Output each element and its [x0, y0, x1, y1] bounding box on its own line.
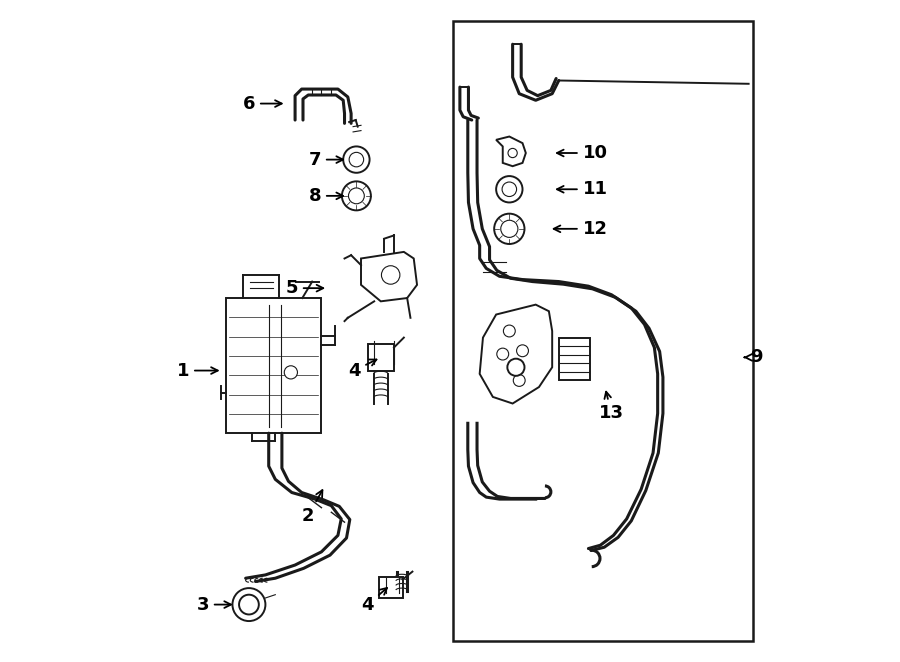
Circle shape	[517, 345, 528, 357]
Text: 4: 4	[361, 588, 387, 614]
Circle shape	[232, 588, 266, 621]
Circle shape	[382, 265, 400, 284]
Bar	[559, 338, 590, 381]
Circle shape	[500, 220, 518, 238]
Circle shape	[284, 366, 298, 379]
Text: 6: 6	[243, 95, 282, 113]
Circle shape	[343, 146, 370, 173]
Text: 1: 1	[176, 361, 218, 379]
Text: 10: 10	[557, 144, 608, 162]
Bar	[226, 298, 321, 433]
Text: 9: 9	[744, 348, 763, 366]
Polygon shape	[496, 136, 526, 166]
Circle shape	[508, 148, 518, 158]
Polygon shape	[480, 305, 553, 404]
Text: 2: 2	[302, 490, 322, 524]
Circle shape	[239, 594, 259, 614]
Text: 5: 5	[285, 279, 323, 297]
Circle shape	[348, 188, 364, 204]
Circle shape	[508, 359, 525, 376]
Text: 3: 3	[196, 596, 231, 614]
Text: 11: 11	[557, 180, 608, 198]
Bar	[367, 344, 394, 371]
Bar	[380, 577, 402, 598]
Circle shape	[494, 214, 525, 244]
Polygon shape	[361, 252, 417, 301]
Text: 8: 8	[309, 187, 343, 205]
Circle shape	[496, 176, 523, 203]
Text: 4: 4	[348, 359, 376, 379]
Circle shape	[497, 348, 508, 360]
Bar	[454, 21, 753, 641]
Text: 13: 13	[599, 392, 624, 422]
Text: 7: 7	[309, 150, 343, 169]
Circle shape	[502, 182, 517, 197]
Circle shape	[513, 375, 526, 387]
Circle shape	[349, 152, 364, 167]
Circle shape	[342, 181, 371, 211]
Text: 12: 12	[554, 220, 608, 238]
Circle shape	[503, 325, 516, 337]
